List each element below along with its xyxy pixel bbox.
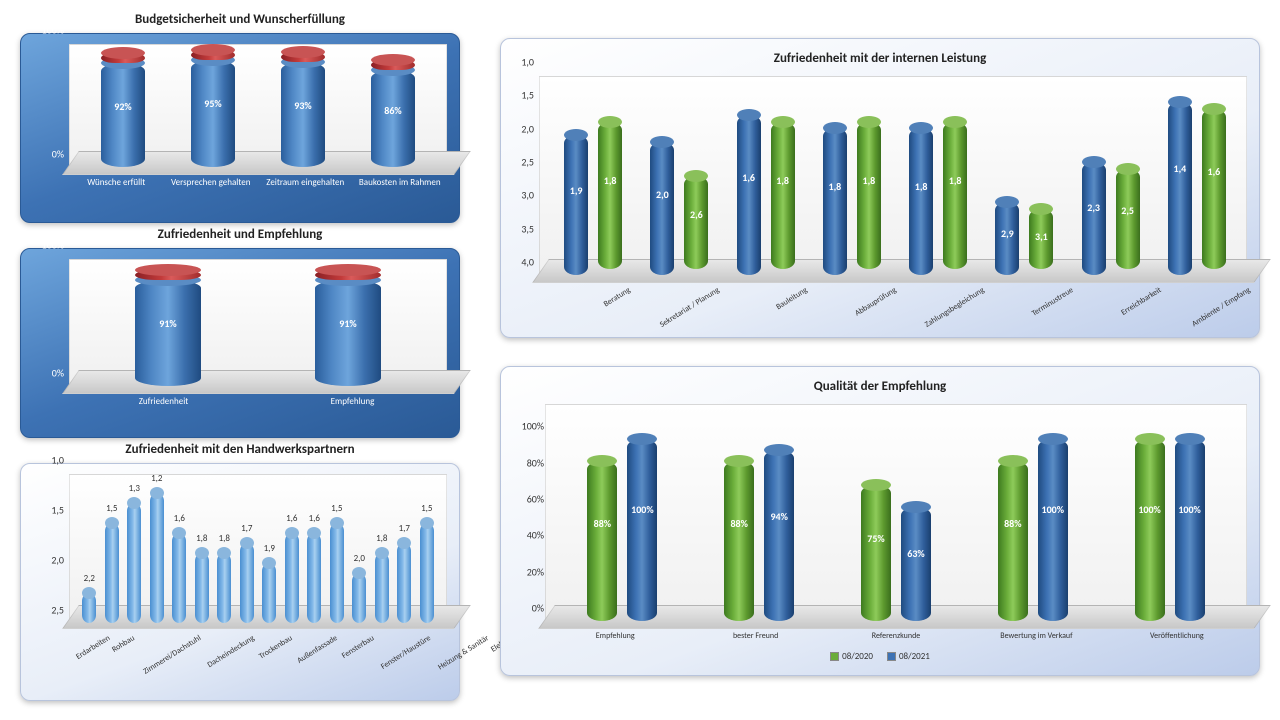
cylinder-bar: 88% (998, 461, 1028, 621)
chart4-xlabels: BeratungSekretariat / PlanungBauleitungA… (501, 282, 1259, 330)
chart1-yaxis: 100%0% (26, 45, 66, 167)
cylinder-bar: 1,6 (285, 533, 299, 623)
cylinder-bar: 2,2 (82, 593, 96, 623)
chart2-title: Zufriedenheit und Empfehlung (20, 227, 460, 242)
cylinder-bar: 91% (135, 280, 201, 386)
cylinder-bar: 3,1 (1029, 209, 1053, 269)
cylinder-bar: 1,8 (771, 122, 795, 269)
chart2-bars: 91% 91% (70, 260, 446, 386)
cylinder-bar: 94% (764, 450, 794, 621)
cylinder-bar: 88% (724, 461, 754, 621)
cylinder-bar: 1,8 (943, 122, 967, 269)
cylinder-bar: 1,6 (737, 115, 761, 275)
cylinder-bar: 1,2 (150, 493, 164, 623)
chart4-yaxis: 1,01,52,02,53,03,54,0 (506, 77, 536, 275)
chart3-title: Zufriedenheit mit den Handwerkspartnern (20, 442, 460, 457)
cylinder-bar: 2,5 (1116, 169, 1140, 269)
left-column: Budgetsicherheit und Wunscherfüllung 100… (20, 8, 460, 712)
cylinder-bar: 1,6 (307, 533, 321, 623)
chart3-xlabels: ErdarbeitenRohbauZimmerei/DachstuhlDache… (21, 630, 459, 680)
cylinder-bar: 1,9 (564, 135, 588, 275)
cylinder-bar: 1,6 (172, 533, 186, 623)
chart5-bars: 88% 100% 88% 94% 75% 63% 88% 100% 100% 100% (546, 405, 1246, 621)
cylinder-bar: 1,8 (823, 128, 847, 275)
chart5-legend: 08/2020 08/2021 (501, 649, 1259, 668)
cylinder-bar: 1,8 (195, 553, 209, 623)
chart4-plot: 1,01,52,02,53,03,54,0 1,91,82,02,61,61,8… (539, 76, 1247, 276)
cylinder-bar: 93% (281, 62, 325, 167)
chart3-panel: 1,01,52,02,5 2,2 1,5 1,3 1,2 1,6 1,8 1,8 1,7 1,9… (20, 463, 460, 701)
legend-label: 08/2021 (899, 651, 930, 662)
cylinder-bar: 2,0 (352, 573, 366, 623)
cylinder-bar: 1,6 (1202, 109, 1226, 269)
cylinder-bar: 1,7 (397, 543, 411, 623)
legend-label: 08/2020 (842, 651, 873, 662)
cylinder-bar: 2,9 (995, 202, 1019, 275)
cylinder-bar: 1,8 (598, 122, 622, 269)
cylinder-bar: 2,3 (1082, 162, 1106, 275)
cylinder-bar: 1,5 (420, 523, 434, 623)
cylinder-bar: 2,0 (650, 142, 674, 275)
cylinder-bar: 100% (627, 439, 657, 621)
cylinder-bar: 1,4 (1168, 102, 1192, 275)
chart5-yaxis: 100%80%60%40%20%0% (506, 405, 546, 621)
cylinder-bar: 1,8 (217, 553, 231, 623)
cylinder-bar: 2,6 (684, 176, 708, 269)
chart3-plot: 1,01,52,02,5 2,21,51,31,21,61,81,81,71,9… (69, 474, 447, 624)
chart2-yaxis: 100%0% (26, 260, 66, 386)
cylinder-bar: 1,8 (909, 128, 933, 275)
chart5-panel: Qualität der Empfehlung 100%80%60%40%20%… (500, 366, 1260, 676)
cylinder-bar: 1,9 (262, 563, 276, 623)
cylinder-bar: 1,5 (105, 523, 119, 623)
cylinder-bar: 1,7 (240, 543, 254, 623)
chart2-plot: 100%0% 91%91% (69, 259, 447, 387)
chart1-panel: 100%0% 92% 95% 93% 86% Wünsche erfülltVersp… (20, 33, 460, 223)
right-column: Zufriedenheit mit der internen Leistung … (500, 8, 1260, 712)
chart5-title: Qualität der Empfehlung (501, 371, 1259, 394)
cylinder-bar: 1,8 (375, 553, 389, 623)
cylinder-bar: 75% (861, 485, 891, 621)
cylinder-bar: 63% (901, 507, 931, 621)
chart3-bars: 2,21,51,31,21,61,81,81,71,91,61,61,52,01… (70, 475, 446, 623)
cylinder-bar: 92% (101, 63, 145, 167)
chart5-xlabels: Empfehlungbester FreundReferenzkundeBewe… (501, 628, 1259, 649)
chart5-plot: 100%80%60%40%20%0% 88%100%88%94%75%63%88… (545, 404, 1247, 622)
cylinder-bar: 100% (1135, 439, 1165, 621)
chart4-title: Zufriedenheit mit der internen Leistung (501, 43, 1259, 66)
chart1-plot: 100%0% 92%95%93%86% (69, 44, 447, 168)
chart1-bars: 92% 95% 93% 86% (70, 45, 446, 167)
chart3-yaxis: 1,01,52,02,5 (26, 475, 66, 623)
chart4-panel: Zufriedenheit mit der internen Leistung … (500, 38, 1260, 338)
chart2-panel: 100%0% 91% 91% ZufriedenheitEmpfehlung (20, 248, 460, 438)
chart1-title: Budgetsicherheit und Wunscherfüllung (20, 12, 460, 27)
chart1-xlabels: Wünsche erfülltVersprechen gehaltenZeitr… (21, 174, 459, 196)
cylinder-bar: 1,3 (127, 503, 141, 623)
cylinder-bar: 100% (1038, 439, 1068, 621)
cylinder-bar: 95% (191, 60, 235, 167)
cylinder-bar: 86% (371, 70, 415, 167)
chart4-bars: 1,9 1,8 2,0 2,6 1,6 1,8 1,8 1,8 1,8 1,8 2,9 3,1 2,3 2… (540, 77, 1246, 275)
chart2-xlabels: ZufriedenheitEmpfehlung (21, 393, 459, 415)
cylinder-bar: 1,8 (857, 122, 881, 269)
cylinder-bar: 91% (315, 280, 381, 386)
cylinder-bar: 1,5 (330, 523, 344, 623)
cylinder-bar: 100% (1175, 439, 1205, 621)
cylinder-bar: 88% (587, 461, 617, 621)
